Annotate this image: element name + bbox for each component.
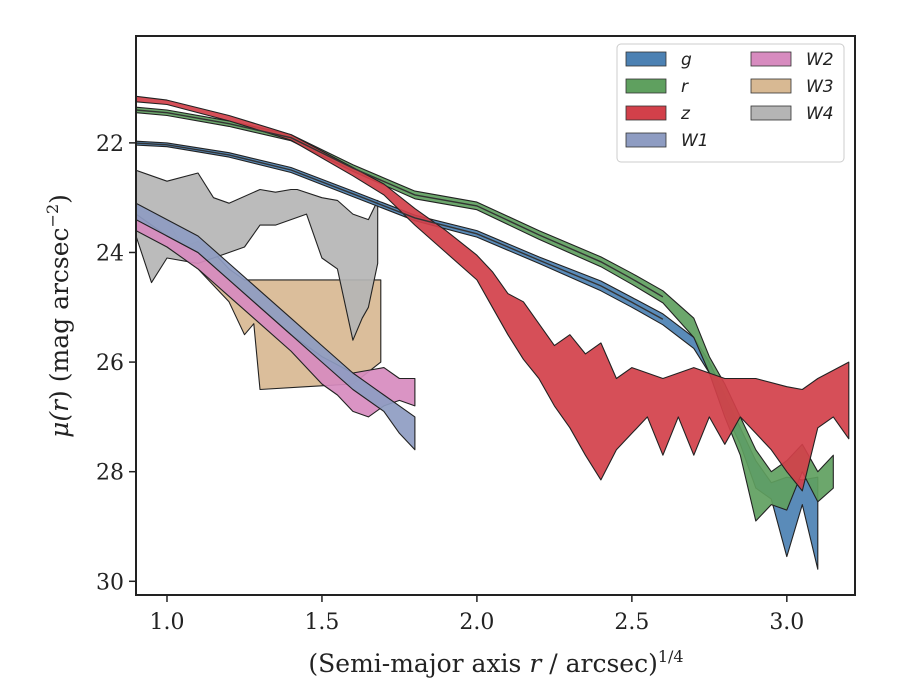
- legend-label-g: g: [681, 50, 692, 70]
- x-axis-ticks: 1.0 1.5 2.0 2.5 3.0: [149, 595, 804, 635]
- x-tick-label: 1.0: [149, 610, 184, 635]
- band-w4: [136, 169, 379, 341]
- legend-swatch-w3: [750, 78, 792, 94]
- legend-label-w4: W4: [806, 104, 834, 124]
- centerline-g: [136, 142, 664, 320]
- y-axis-title: μ(r) (mag arcsec−2): [43, 194, 74, 438]
- legend-label-w2: W2: [806, 50, 834, 70]
- y-tick-label: 22: [96, 132, 124, 157]
- profile-center-lines: [136, 109, 664, 320]
- legend-swatch-w2: [750, 51, 792, 67]
- legend-swatch-w4: [750, 105, 792, 121]
- x-tick-label: 2.5: [614, 610, 649, 635]
- x-tick-label: 2.0: [459, 610, 494, 635]
- plot-frame: [135, 35, 856, 596]
- legend-box: [616, 43, 845, 163]
- band-g: [136, 140, 819, 570]
- legend-swatch-z: [625, 105, 667, 121]
- band-w1: [136, 202, 416, 451]
- band-r: [136, 106, 834, 522]
- y-axis-ticks: 22 24 26 28 30: [96, 132, 136, 595]
- y-tick-label: 24: [96, 241, 124, 266]
- y-tick-label: 30: [96, 570, 124, 595]
- x-axis-title: (Semi-major axis r / arcsec)1/4: [308, 647, 683, 678]
- legend: grz W1 W2 W3 W4: [616, 43, 845, 163]
- legend-swatch-w1: [625, 132, 667, 148]
- x-tick-label: 3.0: [769, 610, 804, 635]
- legend-label-r: r: [681, 77, 689, 97]
- y-tick-label: 28: [96, 461, 124, 486]
- y-tick-label: 26: [96, 351, 124, 376]
- x-tick-label: 1.5: [304, 610, 339, 635]
- band-z: [136, 95, 850, 492]
- profile-bands: [136, 95, 850, 570]
- legend-label-w1: W1: [681, 131, 709, 151]
- legend-swatch-g: [625, 51, 667, 67]
- centerline-r: [136, 109, 664, 298]
- legend-label-z: z: [680, 104, 691, 124]
- legend-label-w3: W3: [806, 77, 834, 97]
- legend-swatch-r: [625, 78, 667, 94]
